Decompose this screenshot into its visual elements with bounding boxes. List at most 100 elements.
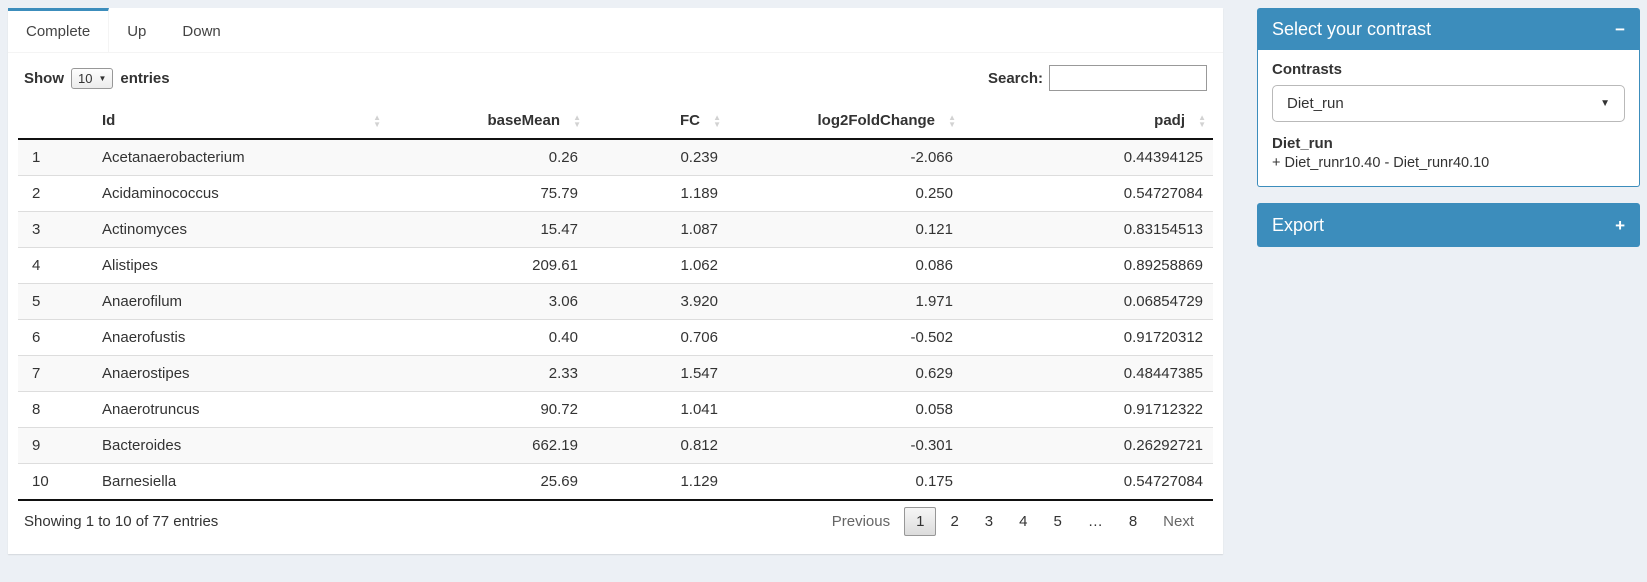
cell-log2foldchange: -0.301 [910, 437, 953, 454]
contrast-select[interactable]: Diet_run ▼ [1272, 85, 1625, 122]
cell-fc: 0.239 [680, 149, 718, 166]
page-button-8[interactable]: 8 [1128, 513, 1138, 530]
cell-basemean: 25.69 [540, 473, 578, 490]
column-label: Id [102, 112, 116, 129]
page-button-4[interactable]: 4 [1019, 513, 1028, 530]
contrast-panel-body: Contrasts Diet_run ▼ Diet_run + Diet_run… [1257, 50, 1640, 187]
cell-padj: 0.83154513 [1123, 221, 1203, 238]
column-header-fc[interactable]: FC ▲ ▼ [588, 103, 728, 140]
table-row[interactable]: 2 Acidaminococcus 75.79 1.189 0.250 0.5472708… [18, 176, 1213, 212]
cell-padj: 0.06854729 [1123, 293, 1203, 310]
pagination: Previous 1 2 3 4 5 … 8 Next [819, 507, 1207, 536]
table-info: Showing 1 to 10 of 77 entries [24, 513, 219, 530]
cell-basemean: 662.19 [532, 437, 578, 454]
column-header-padj[interactable]: padj ▲ ▼ [963, 103, 1213, 140]
show-label: Show [24, 69, 64, 87]
export-panel-header[interactable]: Export + [1257, 203, 1640, 247]
page-button-1[interactable]: 1 [904, 507, 937, 536]
cell-basemean: 0.26 [548, 149, 578, 166]
cell-id: Bacteroides [102, 437, 182, 454]
cell-id: Alistipes [102, 257, 158, 274]
row-index: 10 [32, 473, 49, 490]
cell-log2foldchange: -2.066 [910, 149, 953, 166]
column-header-log2foldchange[interactable]: log2FoldChange ▲ ▼ [728, 103, 963, 140]
previous-page-button[interactable]: Previous [831, 513, 891, 530]
tab-down[interactable]: Down [182, 23, 221, 40]
page-button-2[interactable]: 2 [950, 513, 959, 530]
expand-icon[interactable]: + [1615, 215, 1625, 235]
contrast-select-value: Diet_run [1287, 95, 1344, 112]
cell-padj: 0.44394125 [1123, 149, 1203, 166]
cell-fc: 1.547 [680, 365, 718, 382]
table-row[interactable]: 7 Anaerostipes 2.33 1.547 0.629 0.48447385 [18, 355, 1213, 392]
column-header-id[interactable]: Id ▲ ▼ [88, 103, 388, 140]
contrast-panel: Select your contrast − Contrasts Diet_ru… [1257, 8, 1640, 187]
cell-id: Anaerostipes [102, 365, 190, 382]
cell-fc: 0.706 [680, 329, 718, 346]
row-index: 8 [32, 401, 41, 418]
table-row[interactable]: 1 Acetanaerobacterium 0.26 0.239 -2.066 0.443… [18, 139, 1213, 176]
cell-basemean: 3.06 [548, 293, 578, 310]
page-length-value: 10 [78, 70, 93, 86]
row-index: 9 [32, 437, 41, 454]
cell-basemean: 75.79 [540, 185, 578, 202]
table-row[interactable]: 5 Anaerofilum 3.06 3.920 1.971 0.06854729 [18, 283, 1213, 320]
cell-fc: 1.062 [680, 257, 718, 274]
cell-padj: 0.91712322 [1123, 401, 1203, 418]
results-card: Complete Up Down Show 10 ▼ entries Search: [8, 8, 1223, 554]
table-row[interactable]: 6 Anaerofustis 0.40 0.706 -0.502 0.91720312 [18, 320, 1213, 356]
cell-fc: 1.087 [680, 221, 718, 238]
chevron-down-icon: ▼ [98, 73, 107, 83]
cell-log2foldchange: 0.629 [915, 365, 953, 382]
column-label: baseMean [487, 112, 560, 129]
next-page-button[interactable]: Next [1163, 513, 1194, 530]
export-panel: Export + [1257, 203, 1640, 247]
page-button-5[interactable]: 5 [1053, 513, 1062, 530]
chevron-down-icon: ▼ [1600, 98, 1610, 109]
cell-padj: 0.54727084 [1123, 185, 1203, 202]
pagination-ellipsis: … [1087, 513, 1103, 530]
column-header-basemean[interactable]: baseMean ▲ ▼ [388, 103, 588, 140]
row-index: 5 [32, 293, 41, 310]
table-row[interactable]: 9 Bacteroides 662.19 0.812 -0.301 0.26292721 [18, 427, 1213, 464]
cell-basemean: 0.40 [548, 329, 578, 346]
sidebar-panels: Select your contrast − Contrasts Diet_ru… [1257, 8, 1640, 247]
collapse-icon[interactable]: − [1615, 19, 1625, 39]
tab-up[interactable]: Up [127, 23, 147, 40]
cell-id: Anaerotruncus [102, 401, 200, 418]
contrasts-label: Contrasts [1272, 61, 1343, 78]
contrast-panel-header[interactable]: Select your contrast − [1257, 8, 1640, 50]
entries-label: entries [120, 69, 170, 87]
table-row[interactable]: 8 Anaerotruncus 90.72 1.041 0.058 0.91712322 [18, 392, 1213, 428]
table-footer: Showing 1 to 10 of 77 entries Previous 1… [24, 507, 1207, 536]
table-row[interactable]: 4 Alistipes 209.61 1.062 0.086 0.89258869 [18, 248, 1213, 284]
results-table: Id ▲ ▼ baseMean ▲ ▼ FC ▲ ▼ log2FoldChange ▲ ▼ padj ▲ ▼… [18, 103, 1213, 501]
cell-id: Anaerofustis [102, 329, 186, 346]
tab-complete[interactable]: Complete [8, 8, 110, 52]
contrast-detail-formula: + Diet_runr10.40 - Diet_runr40.10 [1272, 155, 1490, 171]
column-header-rownum [18, 103, 88, 140]
page-length-control: Show 10 ▼ entries [24, 67, 170, 89]
cell-fc: 1.189 [680, 185, 718, 202]
cell-fc: 1.041 [680, 401, 718, 418]
page-button-3[interactable]: 3 [984, 513, 994, 530]
search-input[interactable] [1049, 65, 1207, 91]
cell-log2foldchange: 0.058 [915, 401, 953, 418]
cell-padj: 0.48447385 [1123, 365, 1203, 382]
table-row[interactable]: 3 Actinomyces 15.47 1.087 0.121 0.83154513 [18, 211, 1213, 248]
row-index: 2 [32, 185, 41, 202]
table-row[interactable]: 10 Barnesiella 25.69 1.129 0.175 0.54727084 [18, 464, 1213, 500]
sort-icon: ▲ ▼ [573, 112, 581, 129]
cell-id: Anaerofilum [102, 293, 183, 310]
page-length-select[interactable]: 10 ▼ [71, 67, 114, 89]
pagination-pages: 1 2 3 4 5 … 8 [903, 507, 1150, 536]
search-label: Search: [987, 69, 1043, 87]
table-body: 1 Acetanaerobacterium 0.26 0.239 -2.066 0.443… [18, 139, 1213, 500]
cell-basemean: 90.72 [540, 401, 578, 418]
sort-icon: ▲ ▼ [373, 112, 381, 129]
row-index: 4 [32, 257, 41, 274]
datatable-container: Show 10 ▼ entries Search: Id ▲ ▼ baseMean ▲ ▼… [8, 53, 1223, 536]
sort-icon: ▲ ▼ [1198, 112, 1206, 129]
cell-log2foldchange: 0.250 [915, 185, 953, 202]
contrast-detail: Diet_run + Diet_runr10.40 - Diet_runr40.… [1272, 135, 1625, 171]
